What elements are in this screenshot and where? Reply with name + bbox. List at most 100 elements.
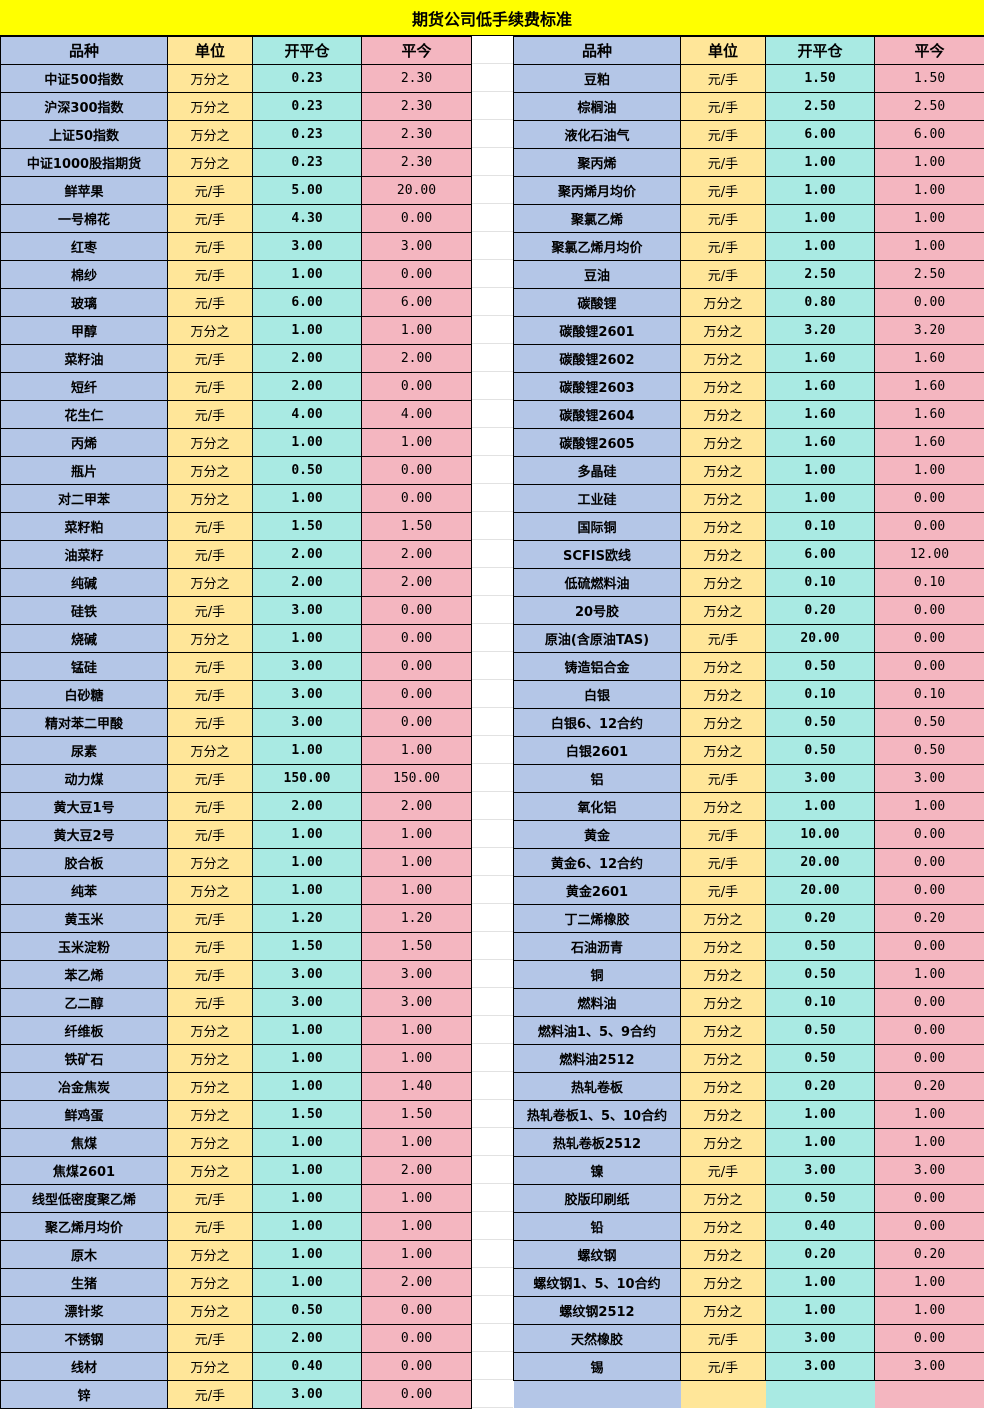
unit-cell: 万分之 (680, 904, 766, 933)
close-today-fee-cell: 0.00 (361, 372, 472, 401)
close-today-fee-cell: 1.60 (874, 428, 984, 457)
unit-cell: 元/手 (167, 820, 253, 849)
header-open-close: 开平仓 (765, 36, 875, 65)
close-today-fee-cell: 3.20 (874, 316, 984, 345)
unit-cell: 元/手 (167, 1380, 253, 1409)
unit-cell: 元/手 (680, 764, 766, 793)
close-today-fee-cell: 1.00 (874, 1296, 984, 1325)
close-today-fee-cell: 1.00 (874, 232, 984, 261)
open-close-fee-cell: 1.00 (252, 1184, 362, 1213)
product-cell: 线型低密度聚乙烯 (0, 1184, 168, 1213)
product-cell: 上证50指数 (0, 120, 168, 149)
unit-cell: 万分之 (167, 92, 253, 121)
open-close-fee-cell: 1.00 (252, 316, 362, 345)
product-cell: 甲醇 (0, 316, 168, 345)
open-close-fee-cell (765, 1380, 875, 1408)
product-cell: 沪深300指数 (0, 92, 168, 121)
close-today-fee-cell: 20.00 (361, 176, 472, 205)
product-cell: 氧化铝 (513, 792, 681, 821)
unit-cell: 元/手 (167, 176, 253, 205)
unit-cell: 万分之 (680, 1128, 766, 1157)
table-row: 棕榈油 元/手 2.50 2.50 (513, 92, 984, 121)
open-close-fee-cell: 1.50 (252, 932, 362, 961)
open-close-fee-cell: 3.00 (252, 708, 362, 737)
unit-cell: 万分之 (167, 1016, 253, 1045)
open-close-fee-cell: 3.00 (252, 960, 362, 989)
product-cell: 胶合板 (0, 848, 168, 877)
open-close-fee-cell: 1.00 (252, 820, 362, 849)
table-row: 低硫燃料油 万分之 0.10 0.10 (513, 568, 984, 597)
table-row: 中证500指数 万分之 0.23 2.30 (0, 64, 472, 93)
table-row: 尿素 万分之 1.00 1.00 (0, 736, 472, 765)
product-cell: 黄大豆1号 (0, 792, 168, 821)
open-close-fee-cell: 1.00 (252, 428, 362, 457)
unit-cell: 万分之 (680, 680, 766, 709)
close-today-fee-cell: 2.00 (361, 568, 472, 597)
open-close-fee-cell: 10.00 (765, 820, 875, 849)
unit-cell: 万分之 (680, 1184, 766, 1213)
close-today-fee-cell: 0.00 (874, 624, 984, 653)
open-close-fee-cell: 1.00 (765, 792, 875, 821)
close-today-fee-cell: 1.20 (361, 904, 472, 933)
unit-cell: 万分之 (680, 1072, 766, 1101)
open-close-fee-cell: 3.00 (765, 1156, 875, 1185)
unit-cell: 元/手 (167, 904, 253, 933)
unit-cell: 元/手 (680, 148, 766, 177)
open-close-fee-cell: 0.10 (765, 568, 875, 597)
close-today-fee-cell: 1.60 (874, 344, 984, 373)
close-today-fee-cell: 1.00 (874, 456, 984, 485)
open-close-fee-cell: 0.50 (765, 736, 875, 765)
unit-cell: 万分之 (167, 876, 253, 905)
close-today-fee-cell: 0.00 (874, 932, 984, 961)
product-cell: SCFIS欧线 (513, 540, 681, 569)
unit-cell: 万分之 (680, 960, 766, 989)
table-row: 20号胶 万分之 0.20 0.00 (513, 596, 984, 625)
product-cell: 热轧卷板2512 (513, 1128, 681, 1157)
open-close-fee-cell: 1.00 (765, 1268, 875, 1297)
table-row: SCFIS欧线 万分之 6.00 12.00 (513, 540, 984, 569)
header-open-close: 开平仓 (252, 36, 362, 65)
product-cell: 乙二醇 (0, 988, 168, 1017)
unit-cell: 元/手 (167, 204, 253, 233)
product-cell: 短纤 (0, 372, 168, 401)
table-row: 铜万分之 0.50 1.00 (513, 960, 984, 989)
open-close-fee-cell: 2.00 (252, 372, 362, 401)
table-row: 工业硅 万分之 1.00 0.00 (513, 484, 984, 513)
table-row: 碳酸锂2605 万分之 1.60 1.60 (513, 428, 984, 457)
close-today-fee-cell: 0.00 (874, 1044, 984, 1073)
unit-cell: 万分之 (680, 708, 766, 737)
open-close-fee-cell: 1.00 (252, 736, 362, 765)
close-today-fee-cell: 2.50 (874, 260, 984, 289)
product-cell: 铸造铝合金 (513, 652, 681, 681)
table-row: 燃料油2512 万分之 0.50 0.00 (513, 1044, 984, 1073)
open-close-fee-cell: 0.10 (765, 512, 875, 541)
header-product: 品种 (513, 36, 681, 65)
unit-cell: 万分之 (680, 484, 766, 513)
product-cell: 玻璃 (0, 288, 168, 317)
fee-table-left: 品种 单位 开平仓 平今 中证500指数 万分之 0.23 2.30 沪深300指数 万分… (0, 36, 472, 1409)
product-cell: 对二甲苯 (0, 484, 168, 513)
open-close-fee-cell: 1.00 (252, 1072, 362, 1101)
unit-cell: 万分之 (167, 484, 253, 513)
unit-cell: 万分之 (167, 568, 253, 597)
table-row: 瓶片 万分之 0.50 0.00 (0, 456, 472, 485)
close-today-fee-cell: 3.00 (361, 988, 472, 1017)
product-cell: 铁矿石 (0, 1044, 168, 1073)
table-row: 对二甲苯 万分之 1.00 0.00 (0, 484, 472, 513)
open-close-fee-cell: 1.00 (765, 1128, 875, 1157)
close-today-fee-cell: 0.00 (361, 1352, 472, 1381)
product-cell (513, 1380, 681, 1408)
open-close-fee-cell: 0.10 (765, 988, 875, 1017)
unit-cell: 万分之 (167, 1100, 253, 1129)
unit-cell: 元/手 (680, 820, 766, 849)
unit-cell: 万分之 (680, 1016, 766, 1045)
open-close-fee-cell: 1.00 (252, 1016, 362, 1045)
close-today-fee-cell: 0.00 (874, 1212, 984, 1241)
open-close-fee-cell: 1.50 (765, 64, 875, 93)
product-cell: 聚丙烯 (513, 148, 681, 177)
product-cell: 碳酸锂2601 (513, 316, 681, 345)
table-row (513, 1380, 984, 1408)
table-row: 丁二烯橡胶 万分之 0.20 0.20 (513, 904, 984, 933)
open-close-fee-cell: 0.50 (765, 1044, 875, 1073)
close-today-fee-cell: 0.00 (874, 848, 984, 877)
